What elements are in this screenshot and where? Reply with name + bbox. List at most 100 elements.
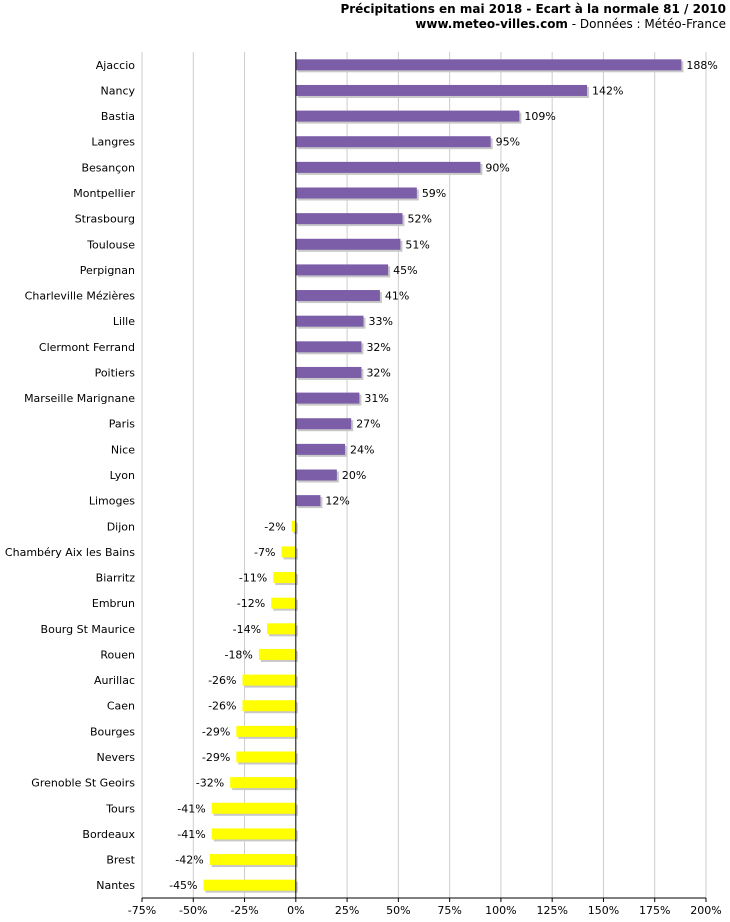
bar-12: [295, 366, 362, 378]
category-label: Nevers: [96, 751, 135, 764]
bar-30: [211, 828, 296, 840]
bar-11: [295, 341, 362, 353]
bar-9: [295, 290, 380, 302]
bar-15: [295, 443, 346, 455]
value-label: -11%: [239, 572, 267, 585]
x-tick-label: 50%: [386, 904, 410, 917]
category-label: Limoges: [89, 495, 135, 508]
value-label: 27%: [356, 418, 380, 431]
value-label: 12%: [325, 495, 349, 508]
bar-31: [209, 854, 296, 866]
category-label: Caen: [107, 700, 135, 713]
category-label: Montpellier: [73, 187, 135, 200]
value-label: 51%: [405, 238, 429, 251]
bar-14: [295, 418, 352, 430]
category-label: Chambéry Aix les Bains: [5, 546, 135, 559]
value-label: -32%: [196, 777, 224, 790]
category-label: Bordeaux: [82, 828, 135, 841]
value-label: 59%: [422, 187, 446, 200]
category-label: Strasbourg: [75, 213, 135, 226]
value-label: -18%: [224, 648, 252, 661]
x-tick-label: 100%: [485, 904, 516, 917]
bar-26: [236, 725, 296, 737]
category-label: Brest: [106, 854, 135, 867]
value-label: -14%: [233, 623, 261, 636]
value-label: 20%: [342, 469, 366, 482]
bar-7: [295, 238, 401, 250]
x-tick-label: -50%: [179, 904, 207, 917]
bars: [203, 59, 684, 893]
value-label: -29%: [202, 751, 230, 764]
bar-0: [295, 59, 682, 71]
value-label: -42%: [175, 854, 203, 867]
value-label: -26%: [208, 674, 236, 687]
bar-4: [295, 161, 481, 173]
value-label: 52%: [407, 213, 431, 226]
category-label: Nantes: [96, 879, 135, 892]
bar-22: [267, 623, 296, 635]
value-label: 109%: [524, 110, 555, 123]
category-label: Besançon: [81, 161, 135, 174]
bar-6: [295, 213, 403, 225]
category-label: Lille: [113, 315, 135, 328]
bar-27: [236, 751, 296, 763]
category-label: Biarritz: [96, 572, 136, 585]
bar-28: [230, 777, 296, 789]
value-label: -45%: [169, 879, 197, 892]
category-label: Grenoble St Geoirs: [31, 777, 135, 790]
value-label: 32%: [366, 366, 390, 379]
value-label: 41%: [385, 290, 409, 303]
x-tick-label: 200%: [690, 904, 721, 917]
value-label: -2%: [264, 520, 285, 533]
bar-21: [271, 597, 296, 609]
category-label: Dijon: [107, 520, 135, 533]
category-label: Toulouse: [86, 238, 135, 251]
x-tick-label: 25%: [335, 904, 359, 917]
value-label: 142%: [592, 84, 623, 97]
category-label: Bourges: [90, 725, 135, 738]
value-label: -41%: [177, 828, 205, 841]
x-tick-label: 150%: [588, 904, 619, 917]
category-label: Aurillac: [94, 674, 135, 687]
category-label: Marseille Marignane: [24, 392, 135, 405]
value-label: 95%: [496, 136, 520, 149]
category-label: Bastia: [101, 110, 135, 123]
value-label: 31%: [364, 392, 388, 405]
value-label: 45%: [393, 264, 417, 277]
data-source-text: - Données : Météo-France: [567, 17, 726, 31]
bar-18: [291, 520, 296, 532]
bar-19: [281, 546, 296, 558]
x-tick-label: 175%: [639, 904, 670, 917]
category-label: Ajaccio: [96, 59, 135, 72]
x-tick-label: 0%: [287, 904, 304, 917]
bar-3: [295, 136, 491, 148]
x-tick-label: 75%: [437, 904, 461, 917]
bar-20: [273, 572, 296, 584]
value-label: 33%: [368, 315, 392, 328]
gridlines: [141, 52, 707, 898]
category-label: Tours: [105, 802, 135, 815]
bar-1: [295, 84, 588, 96]
bar-5: [295, 187, 417, 199]
source-site-link[interactable]: www.meteo-villes.com: [415, 17, 568, 31]
chart-header: Précipitations en mai 2018 - Ecart à la …: [340, 2, 726, 32]
bar-24: [242, 674, 296, 686]
category-label: Poitiers: [95, 366, 136, 379]
bar-10: [295, 315, 364, 327]
bar-8: [295, 264, 389, 276]
chart-title: Précipitations en mai 2018 - Ecart à la …: [340, 2, 726, 16]
bar-23: [258, 648, 296, 660]
value-label: 90%: [485, 161, 509, 174]
category-label: Charleville Mézières: [25, 290, 136, 303]
category-label: Paris: [109, 418, 135, 431]
chart-subtitle: www.meteo-villes.com - Données : Météo-F…: [340, 17, 726, 32]
value-label: -29%: [202, 725, 230, 738]
category-label: Embrun: [92, 597, 135, 610]
value-label: -7%: [254, 546, 275, 559]
category-label: Bourg St Maurice: [41, 623, 136, 636]
value-label: 188%: [686, 59, 717, 72]
category-label: Nancy: [101, 84, 136, 97]
value-label: -12%: [237, 597, 265, 610]
bar-16: [295, 469, 337, 481]
